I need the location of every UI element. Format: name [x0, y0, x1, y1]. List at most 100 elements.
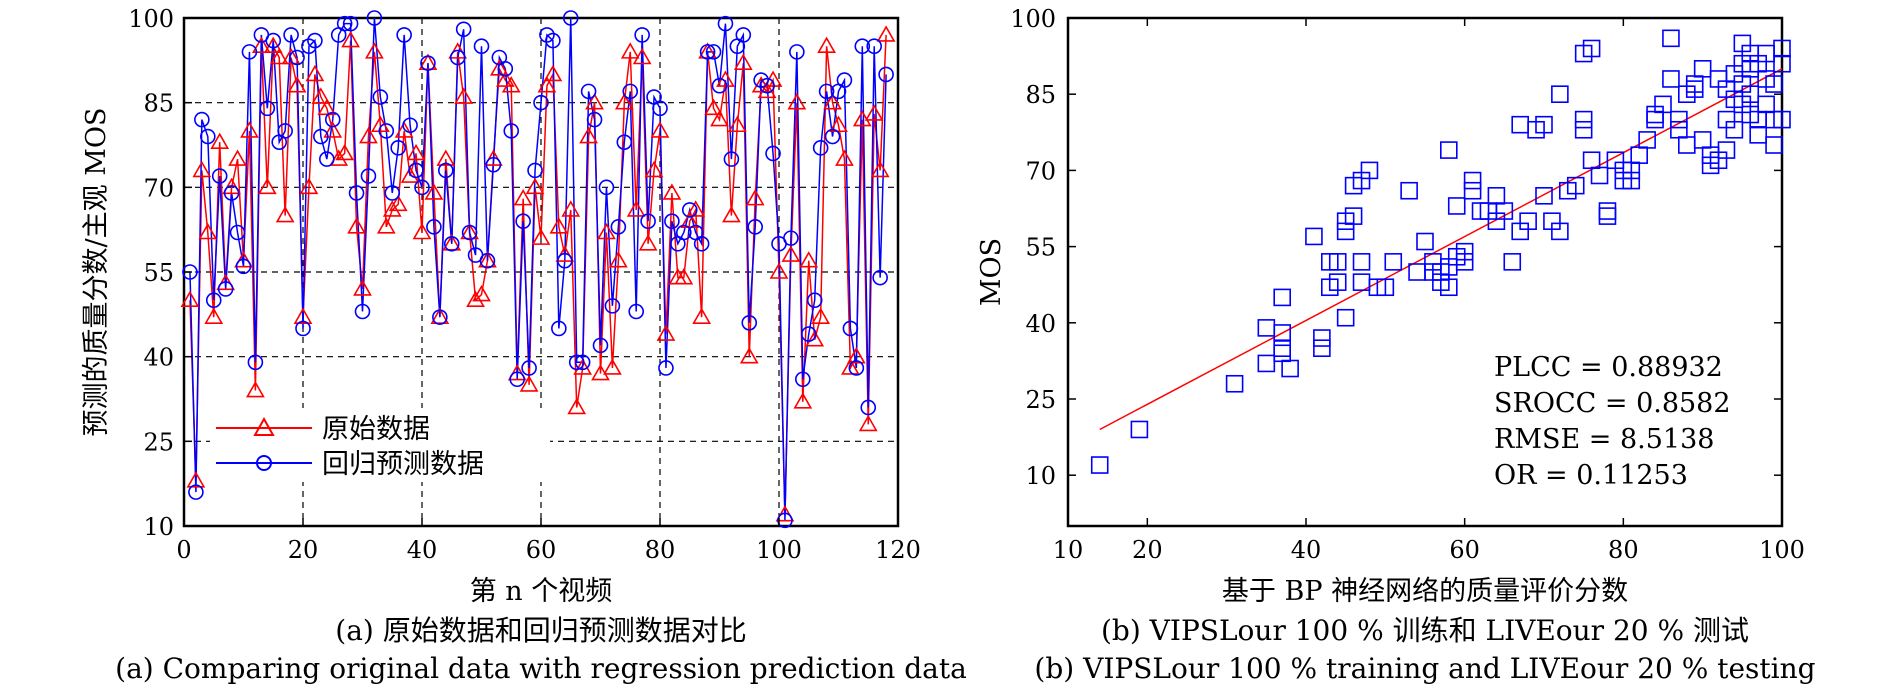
predicted-data-point	[426, 219, 442, 235]
predicted-data-point	[473, 38, 490, 55]
scatter-point	[1535, 187, 1553, 205]
original-data-point	[365, 42, 384, 59]
y-tick-label: 10	[143, 513, 174, 541]
stat-line: SROCC = 0.8582	[1494, 388, 1731, 419]
predicted-data-point	[580, 83, 597, 100]
scatter-point	[1281, 359, 1299, 378]
predicted-data-point	[711, 77, 728, 94]
predicted-data-point	[509, 371, 526, 388]
original-data-point	[335, 143, 355, 161]
original-data-point	[525, 177, 545, 195]
original-data-point	[472, 284, 491, 302]
stat-line: RMSE = 8.5138	[1494, 424, 1714, 455]
original-data-point	[870, 160, 890, 178]
scatter-point	[1360, 161, 1379, 180]
original-data-point	[811, 307, 831, 324]
predicted-data-point	[640, 213, 656, 229]
original-data-point	[537, 76, 557, 93]
original-data-point	[323, 121, 343, 138]
original-data-point	[674, 268, 694, 285]
original-data-point	[281, 47, 301, 65]
scatter-point	[1503, 253, 1522, 271]
predicted-data-point	[699, 44, 716, 60]
chart-b-ticks: 10 20 40 60 80 100 10 25 40 55 70 85 100	[1010, 5, 1805, 564]
original-data-point	[632, 47, 652, 65]
predicted-data-point	[402, 117, 418, 134]
original-data-point	[531, 228, 551, 245]
scatter-point	[1725, 120, 1744, 139]
original-data-point	[817, 36, 836, 54]
scatter-point	[1662, 70, 1680, 88]
original-data-point	[573, 358, 593, 375]
original-data-point	[382, 200, 402, 217]
x-tick-label: 40	[1291, 536, 1322, 564]
scatter-point	[1765, 136, 1783, 154]
original-data-point	[353, 279, 372, 296]
scatter-point	[1336, 222, 1355, 241]
scatter-point	[1551, 85, 1569, 103]
scatter-point	[1463, 181, 1482, 200]
predicted-data-point	[354, 303, 371, 320]
original-data-point	[501, 76, 521, 93]
y-tick-label: 10	[1025, 462, 1056, 490]
y-tick-label: 25	[143, 428, 174, 456]
scatter-point	[1622, 171, 1641, 190]
predicted-data-point	[360, 168, 377, 184]
predicted-data-point	[836, 72, 853, 88]
predicted-data-point	[598, 179, 615, 196]
scatter-point	[1400, 181, 1418, 200]
predicted-data-point	[533, 94, 549, 111]
y-tick-label: 70	[1025, 157, 1056, 185]
predicted-data-point	[551, 320, 567, 337]
predicted-data-point	[461, 224, 478, 241]
original-data-point	[388, 194, 408, 212]
original-data-point	[192, 160, 212, 178]
predicted-data-point	[408, 162, 424, 179]
legend-label-predicted: 回归预测数据	[322, 449, 484, 480]
scatter-point	[1693, 59, 1712, 78]
predicted-data-point	[854, 38, 871, 55]
scatter-point	[1495, 202, 1514, 220]
original-data-point	[376, 217, 396, 234]
predicted-data-point	[735, 27, 752, 43]
predicted-data-point	[485, 156, 502, 173]
original-data-point	[305, 64, 325, 82]
chart-b-ylabel: MOS	[976, 238, 1007, 306]
predicted-data-point	[223, 185, 240, 201]
original-data-point	[823, 93, 842, 110]
scatter-point	[1638, 131, 1656, 149]
predicted-data-point	[812, 140, 829, 156]
predicted-data-point	[783, 230, 799, 246]
predicted-data-point	[479, 252, 496, 269]
original-data-point	[240, 121, 259, 138]
original-data-point	[406, 143, 426, 161]
original-data-point	[489, 59, 509, 76]
original-data-point	[495, 70, 515, 87]
original-data-point	[513, 189, 533, 206]
original-data-point	[460, 222, 479, 240]
original-data-point	[626, 200, 646, 217]
scatter-point	[1749, 126, 1767, 144]
chart-b-plot-frame	[1066, 16, 1784, 528]
predicted-data-point	[806, 292, 823, 309]
original-data-point	[793, 392, 813, 409]
legend-triangle-marker	[253, 416, 275, 436]
scatter-point	[1773, 110, 1791, 129]
original-data-point	[781, 245, 801, 262]
scatter-point	[1416, 232, 1434, 251]
scatter-point	[1598, 207, 1617, 225]
scatter-point	[1273, 339, 1291, 358]
predicted-data-point	[182, 264, 198, 280]
original-data-point	[835, 149, 854, 166]
scatter-point	[1344, 207, 1363, 225]
scatter-point	[1130, 420, 1149, 439]
original-data-point	[204, 307, 224, 324]
predicted-data-point	[378, 123, 395, 139]
original-data-point	[805, 330, 825, 347]
original-data-point	[400, 166, 420, 183]
original-data-point	[561, 200, 581, 217]
scatter-point	[1313, 329, 1331, 347]
original-data-point	[263, 36, 283, 54]
predicted-data-point	[342, 15, 359, 32]
scatter-point	[1447, 197, 1466, 215]
